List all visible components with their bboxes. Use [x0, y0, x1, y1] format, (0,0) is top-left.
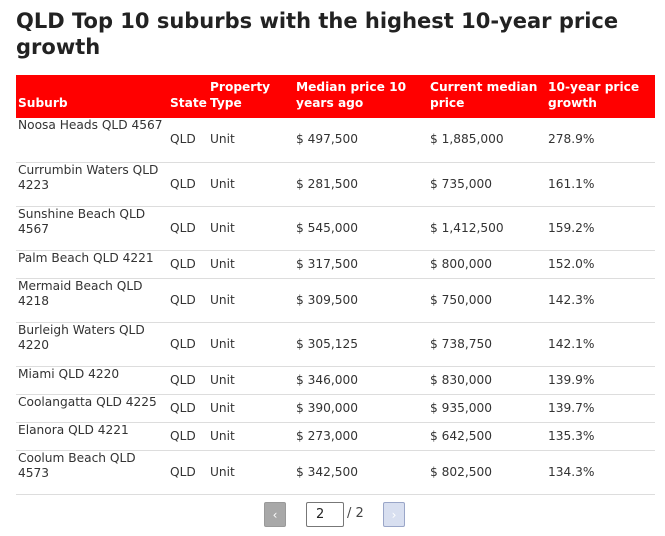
cell-median-10y: $ 273,000	[294, 422, 428, 451]
cell-growth: 135.3%	[546, 422, 655, 451]
prev-page-button[interactable]: ‹	[264, 502, 286, 527]
page-total-label: / 2	[347, 506, 364, 521]
cell-current-median: $ 800,000	[428, 250, 546, 279]
cell-median-10y: $ 342,500	[294, 450, 428, 495]
cell-property-type: Unit	[208, 118, 294, 163]
cell-current-median: $ 1,885,000	[428, 118, 546, 163]
cell-property-type: Unit	[208, 278, 294, 323]
cell-growth: 161.1%	[546, 162, 655, 207]
cell-state: QLD	[168, 162, 208, 207]
cell-current-median: $ 802,500	[428, 450, 546, 495]
cell-property-type: Unit	[208, 366, 294, 395]
cell-state: QLD	[168, 250, 208, 279]
cell-growth: 152.0%	[546, 250, 655, 279]
cell-suburb: Coolum Beach QLD 4573	[16, 450, 168, 495]
table-row: Coolangatta QLD 4225 QLD Unit $ 390,000 …	[16, 394, 655, 423]
cell-state: QLD	[168, 322, 208, 367]
column-header-current-median[interactable]: Current median price	[430, 80, 538, 110]
cell-property-type: Unit	[208, 250, 294, 279]
cell-median-10y: $ 390,000	[294, 394, 428, 423]
cell-suburb: Miami QLD 4220	[16, 366, 168, 395]
cell-suburb: Elanora QLD 4221	[16, 422, 168, 451]
cell-growth: 134.3%	[546, 450, 655, 495]
cell-current-median: $ 935,000	[428, 394, 546, 423]
cell-suburb: Sunshine Beach QLD 4567	[16, 206, 168, 251]
table-row: Palm Beach QLD 4221 QLD Unit $ 317,500 $…	[16, 250, 655, 279]
column-header-growth[interactable]: 10-year price growth	[548, 80, 640, 110]
cell-suburb: Noosa Heads QLD 4567	[16, 118, 168, 163]
cell-suburb: Palm Beach QLD 4221	[16, 250, 168, 279]
chevron-left-icon: ‹	[272, 507, 278, 522]
cell-suburb: Coolangatta QLD 4225	[16, 394, 168, 423]
table-row: Miami QLD 4220 QLD Unit $ 346,000 $ 830,…	[16, 366, 655, 395]
cell-median-10y: $ 309,500	[294, 278, 428, 323]
cell-suburb: Currumbin Waters QLD 4223	[16, 162, 168, 207]
cell-growth: 142.1%	[546, 322, 655, 367]
cell-growth: 142.3%	[546, 278, 655, 323]
cell-state: QLD	[168, 206, 208, 251]
data-table: Suburb State Property Type Median price …	[16, 75, 655, 495]
pagination: ‹ / 2 ›	[0, 502, 665, 527]
cell-current-median: $ 830,000	[428, 366, 546, 395]
cell-property-type: Unit	[208, 322, 294, 367]
page-number-input[interactable]	[306, 502, 344, 527]
cell-state: QLD	[168, 366, 208, 395]
cell-median-10y: $ 281,500	[294, 162, 428, 207]
cell-median-10y: $ 545,000	[294, 206, 428, 251]
table-row: Coolum Beach QLD 4573 QLD Unit $ 342,500…	[16, 450, 655, 495]
cell-state: QLD	[168, 422, 208, 451]
next-page-button[interactable]: ›	[383, 502, 405, 527]
cell-state: QLD	[168, 118, 208, 163]
table-row: Burleigh Waters QLD 4220 QLD Unit $ 305,…	[16, 322, 655, 367]
cell-property-type: Unit	[208, 422, 294, 451]
table-row: Mermaid Beach QLD 4218 QLD Unit $ 309,50…	[16, 278, 655, 323]
cell-current-median: $ 642,500	[428, 422, 546, 451]
cell-suburb: Burleigh Waters QLD 4220	[16, 322, 168, 367]
table-row: Noosa Heads QLD 4567 QLD Unit $ 497,500 …	[16, 118, 655, 163]
column-header-median-price-10y[interactable]: Median price 10 years ago	[296, 80, 407, 110]
cell-current-median: $ 735,000	[428, 162, 546, 207]
cell-growth: 139.9%	[546, 366, 655, 395]
column-header-property-type[interactable]: Property Type	[210, 80, 271, 110]
cell-state: QLD	[168, 278, 208, 323]
cell-property-type: Unit	[208, 162, 294, 207]
table-header-row: Suburb State Property Type Median price …	[16, 75, 655, 118]
cell-growth: 159.2%	[546, 206, 655, 251]
column-header-suburb[interactable]: Suburb	[18, 96, 68, 110]
cell-current-median: $ 1,412,500	[428, 206, 546, 251]
cell-median-10y: $ 305,125	[294, 322, 428, 367]
cell-property-type: Unit	[208, 394, 294, 423]
cell-suburb: Mermaid Beach QLD 4218	[16, 278, 168, 323]
cell-property-type: Unit	[208, 206, 294, 251]
cell-current-median: $ 750,000	[428, 278, 546, 323]
column-header-state[interactable]: State	[170, 96, 207, 110]
cell-state: QLD	[168, 394, 208, 423]
cell-median-10y: $ 497,500	[294, 118, 428, 163]
cell-current-median: $ 738,750	[428, 322, 546, 367]
table-row: Sunshine Beach QLD 4567 QLD Unit $ 545,0…	[16, 206, 655, 251]
cell-property-type: Unit	[208, 450, 294, 495]
cell-median-10y: $ 317,500	[294, 250, 428, 279]
table-row: Elanora QLD 4221 QLD Unit $ 273,000 $ 64…	[16, 422, 655, 451]
chevron-right-icon: ›	[391, 507, 397, 522]
cell-median-10y: $ 346,000	[294, 366, 428, 395]
cell-growth: 278.9%	[546, 118, 655, 163]
cell-growth: 139.7%	[546, 394, 655, 423]
page-title: QLD Top 10 suburbs with the highest 10-y…	[16, 9, 619, 59]
cell-state: QLD	[168, 450, 208, 495]
table-row: Currumbin Waters QLD 4223 QLD Unit $ 281…	[16, 162, 655, 207]
